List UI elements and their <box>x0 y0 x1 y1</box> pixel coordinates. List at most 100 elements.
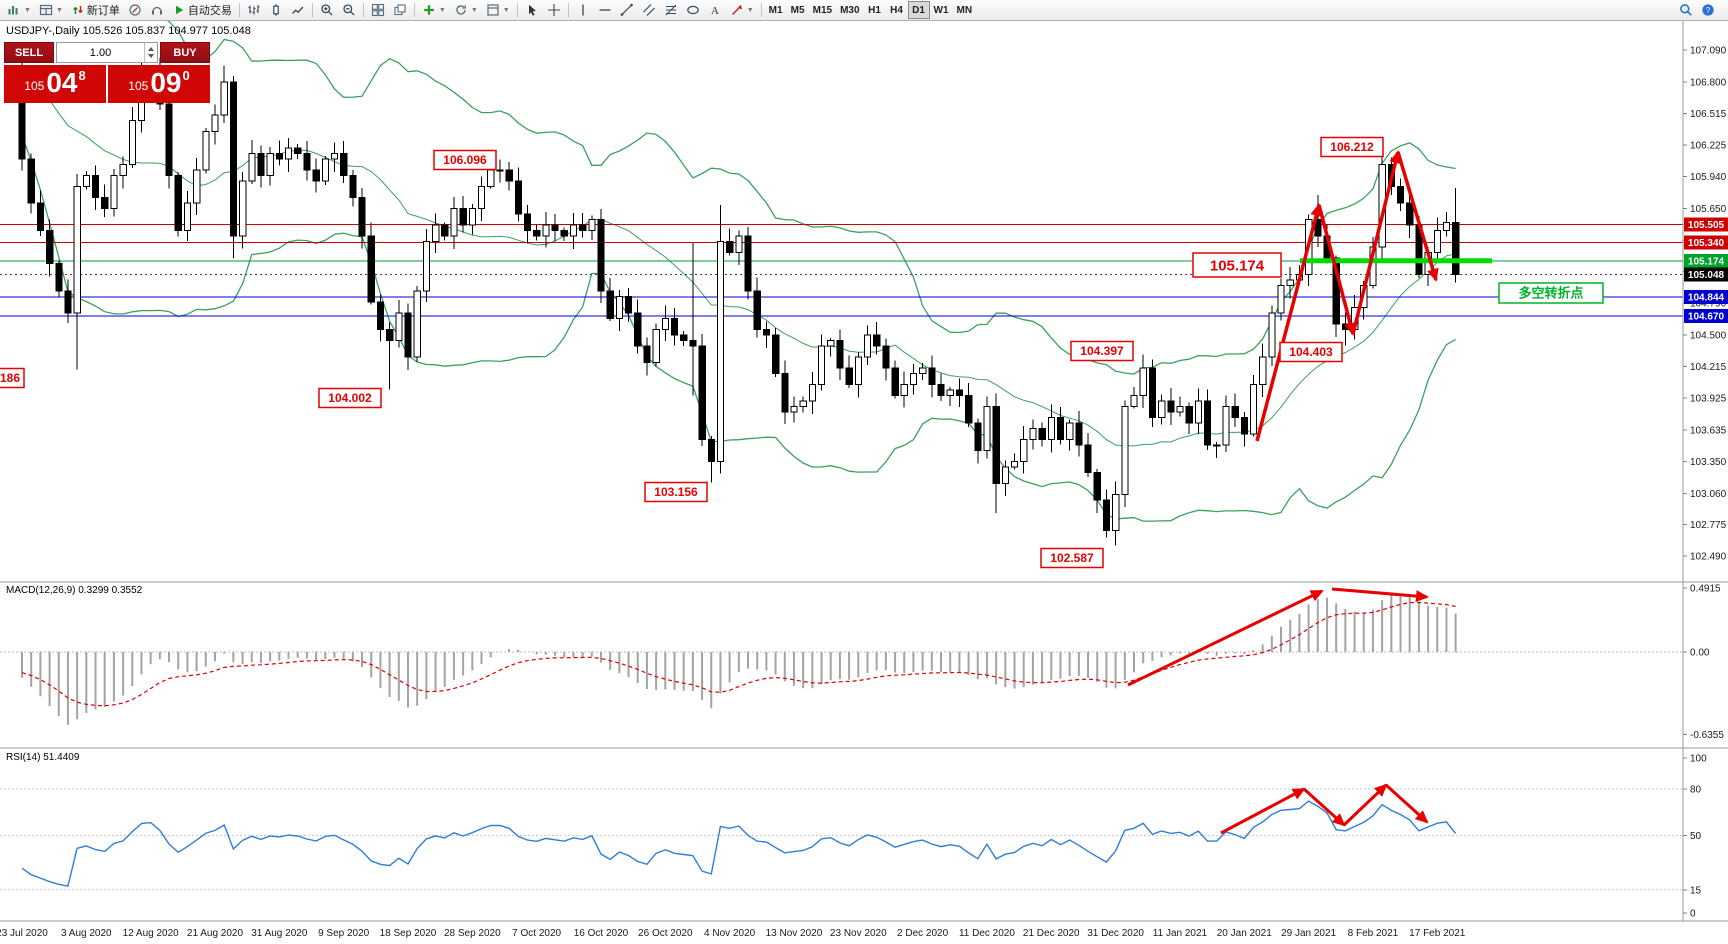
svg-text:103.156: 103.156 <box>654 485 698 499</box>
time-axis-label: 29 Jan 2021 <box>1281 928 1336 939</box>
price-label-callout[interactable]: 104.002 <box>318 387 382 409</box>
text-label-button[interactable]: A <box>704 1 726 19</box>
line-chart-button[interactable] <box>287 1 309 19</box>
ask-pip-digit: 0 <box>182 68 190 83</box>
rsi-axis-tick: 15 <box>1690 885 1702 896</box>
trend-arrows[interactable] <box>1127 150 1439 835</box>
svg-text:104.002: 104.002 <box>328 391 372 405</box>
new-order-label: 新订单 <box>86 5 120 17</box>
time-axis-label: 17 Feb 2021 <box>1409 928 1466 939</box>
rsi-axis-tick: 50 <box>1690 831 1702 842</box>
shapes-button[interactable] <box>682 1 704 19</box>
tile-windows-button[interactable] <box>367 1 389 19</box>
timeframe-m5-button[interactable]: M5 <box>790 4 805 16</box>
horizontal-line-button[interactable] <box>594 1 616 19</box>
zoom-in-button[interactable] <box>316 1 338 19</box>
templates-button[interactable]: ▼ <box>482 1 514 19</box>
rsi-trend-arrow[interactable] <box>1220 787 1306 835</box>
timeframe-m30-button[interactable]: M30 <box>840 4 860 16</box>
time-axis-label: 18 Sep 2020 <box>380 928 437 939</box>
timeframe-w1-button[interactable]: W1 <box>933 4 949 16</box>
bid-price[interactable]: 105 04 8 <box>4 65 106 103</box>
timeframe-h4-button[interactable]: H4 <box>890 4 903 16</box>
bar-chart-button[interactable] <box>243 1 265 19</box>
price-label-callout[interactable]: 103.156 <box>644 481 708 503</box>
sell-button[interactable]: SELL <box>4 42 54 63</box>
time-axis-label: 12 Aug 2020 <box>123 928 180 939</box>
price-axis-tick: 103.350 <box>1690 457 1727 468</box>
profiles-button[interactable]: ▼ <box>35 1 67 19</box>
price-axis-highlight: 105.048 <box>1684 267 1728 282</box>
autotrading-button[interactable]: 自动交易 <box>168 1 236 19</box>
quick-search-button[interactable] <box>1675 1 1697 19</box>
price-label-callout[interactable]: 105.174 <box>1192 252 1282 278</box>
arrows-tool-button[interactable]: ▼ <box>726 1 758 19</box>
fibonacci-retracement-button[interactable] <box>660 1 682 19</box>
help-button[interactable]: ? <box>1697 1 1719 19</box>
volume-up-icon[interactable] <box>145 43 157 53</box>
price-axis-highlight: 105.505 <box>1684 217 1728 232</box>
indicators-button[interactable]: ▼ <box>418 1 450 19</box>
timeframe-mn-button[interactable]: MN <box>956 4 973 16</box>
price-trend-arrow[interactable] <box>1317 204 1356 336</box>
vertical-line-button[interactable] <box>572 1 594 19</box>
macd-trend-arrow[interactable] <box>1331 587 1429 603</box>
timeframe-m15-button[interactable]: M15 <box>812 4 833 16</box>
chevron-down-icon: ▼ <box>55 6 63 14</box>
horizontal-line-icon <box>598 3 612 17</box>
rsi-trend-arrow[interactable] <box>1384 783 1429 824</box>
new-order-button[interactable]: 新订单 <box>67 1 124 19</box>
bid-big-digits: 04 <box>46 67 78 98</box>
trendline-button[interactable] <box>616 1 638 19</box>
timeframe-d1-button[interactable]: D1 <box>907 1 930 19</box>
volume-stepper[interactable]: 1.00 <box>56 42 158 63</box>
help-icon: ? <box>1701 3 1715 17</box>
svg-text:多空转折点: 多空转折点 <box>1518 286 1583 301</box>
cursor-button[interactable] <box>521 1 543 19</box>
price-axis-highlight: 104.670 <box>1684 309 1728 324</box>
text-label-icon: A <box>708 3 722 17</box>
toolbar-separator <box>567 3 569 17</box>
auto-arrange-button[interactable] <box>389 1 411 19</box>
crosshair-button[interactable] <box>543 1 565 19</box>
timeframe-h1-button[interactable]: H1 <box>868 4 881 16</box>
macd-trend-arrow[interactable] <box>1127 589 1324 687</box>
ask-price[interactable]: 105 09 0 <box>108 65 210 103</box>
toolbar-separator <box>311 3 313 17</box>
mql5-community-button[interactable] <box>124 1 146 19</box>
time-axis-label: 31 Aug 2020 <box>251 928 308 939</box>
price-label-callout[interactable]: 106.212 <box>1320 136 1384 158</box>
auto-arrange-icon <box>393 3 407 17</box>
price-label-callout[interactable]: 104.397 <box>1070 340 1134 362</box>
equidistant-channel-button[interactable] <box>638 1 660 19</box>
time-axis-label: 11 Jan 2021 <box>1153 928 1208 939</box>
toolbar-right-tools: ? <box>1675 1 1719 19</box>
live-support-button[interactable] <box>146 1 168 19</box>
price-trend-arrow[interactable] <box>1255 203 1323 442</box>
rsi-trend-arrow[interactable] <box>1342 783 1388 827</box>
volume-value[interactable]: 1.00 <box>89 46 112 59</box>
equidistant-channel-icon <box>642 3 656 17</box>
price-trend-arrow[interactable] <box>1396 151 1439 282</box>
note-label[interactable]: 多空转折点 <box>1498 282 1604 304</box>
price-label-callout[interactable]: 186 <box>0 367 25 389</box>
rsi-trend-arrow[interactable] <box>1302 787 1346 827</box>
new-chart-button[interactable]: ▼ <box>3 1 35 19</box>
price-label-callout[interactable]: 104.403 <box>1279 341 1343 363</box>
time-axis-label: 20 Jan 2021 <box>1217 928 1272 939</box>
periods-button[interactable]: ▼ <box>450 1 482 19</box>
volume-down-icon[interactable] <box>145 53 157 63</box>
time-axis-label: 21 Dec 2020 <box>1023 928 1080 939</box>
price-trend-arrow[interactable] <box>1351 150 1402 335</box>
zoom-out-button[interactable] <box>338 1 360 19</box>
buy-button[interactable]: BUY <box>160 42 210 63</box>
arrows-tool-icon <box>730 3 744 17</box>
live-support-icon <box>150 3 164 17</box>
price-label-callout[interactable]: 102.587 <box>1040 547 1104 569</box>
svg-text:186: 186 <box>0 371 20 385</box>
macd-indicator-label: MACD(12,26,9) 0.3299 0.3552 <box>6 585 143 596</box>
candlestick-chart-button[interactable] <box>265 1 287 19</box>
timeframe-m1-button[interactable]: M1 <box>768 4 783 16</box>
price-label-callout[interactable]: 106.096 <box>433 149 497 171</box>
